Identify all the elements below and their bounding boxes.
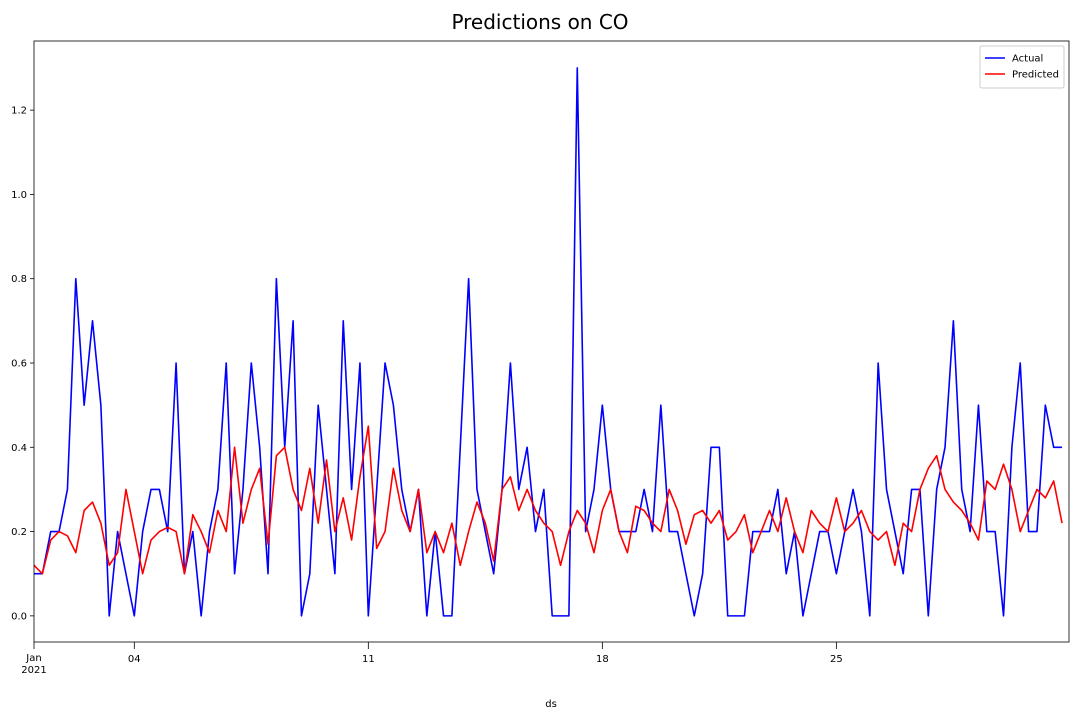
x-tick-label: Jan 2021 [21,653,46,676]
legend-label: Actual [1012,54,1043,65]
series-line [33,425,1063,575]
series-line [34,67,1063,617]
plot-frame [33,40,1070,643]
y-tick-label: 0.6 [11,358,27,369]
y-tick-label: 0.4 [11,443,27,454]
y-tick-label: 1.0 [11,190,27,201]
y-tick-label: 0.0 [11,611,27,622]
legend-box [979,45,1065,89]
x-tick-label: 25 [830,654,843,665]
x-tick-label: 11 [362,654,375,665]
y-tick-label: 0.2 [11,527,27,538]
x-tick-label: 18 [596,654,609,665]
y-tick-label: 0.8 [11,274,27,285]
y-tick-label: 1.2 [11,106,27,117]
x-tick-label: 04 [128,654,141,665]
chart-title: Predictions on CO [451,10,628,34]
legend-label: Predicted [1012,70,1059,81]
x-axis-label: ds [545,699,557,710]
